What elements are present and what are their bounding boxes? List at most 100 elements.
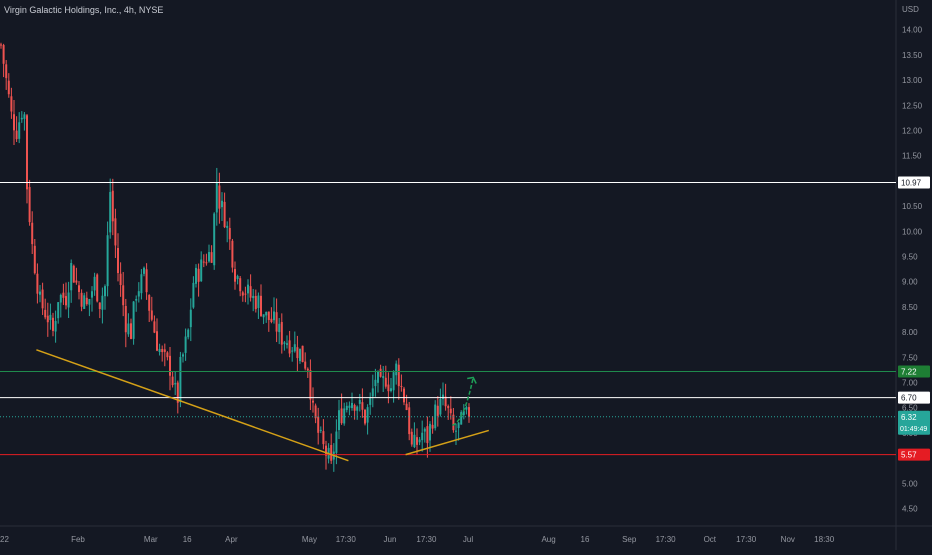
candle-body: [421, 432, 424, 441]
x-tick-label: Jun: [384, 535, 397, 544]
candle-body: [348, 405, 351, 408]
candle-body: [10, 96, 13, 112]
candle-body: [15, 130, 18, 140]
candle-body: [254, 295, 257, 310]
candle-body: [431, 424, 434, 429]
candle-body: [468, 407, 470, 417]
candle-body: [286, 343, 288, 345]
candle-body: [189, 309, 192, 328]
candle-body: [28, 187, 31, 223]
candle-body: [249, 286, 252, 298]
x-tick-label: Nov: [781, 535, 795, 544]
candle-body: [226, 225, 229, 228]
candle-body: [314, 405, 317, 419]
candle-body: [449, 408, 452, 414]
candle-body: [390, 388, 392, 391]
y-tick-label: 10.00: [902, 227, 923, 236]
candle-body: [262, 314, 265, 318]
support-white-price-label: 6.70: [901, 394, 917, 403]
x-tick-label: 18:30: [814, 535, 835, 544]
candle-body: [13, 114, 15, 131]
candle-body: [41, 289, 44, 309]
candle-body: [416, 437, 418, 445]
candle-body: [208, 252, 210, 262]
candle-body: [447, 406, 450, 409]
candle-body: [312, 400, 314, 403]
y-tick-label: 8.50: [902, 303, 918, 312]
current-price-price-tag: [898, 410, 930, 435]
candle-body: [241, 292, 244, 296]
candle-body: [234, 269, 236, 282]
candle-body: [0, 44, 2, 46]
candle-body: [148, 295, 151, 311]
candle-body: [465, 407, 468, 410]
x-tick-label: 17:30: [656, 535, 677, 544]
countdown-label: 01:49:49: [900, 426, 927, 433]
candle-body: [33, 245, 36, 274]
candle-body: [96, 274, 99, 302]
candle-body: [273, 311, 275, 321]
candle-body: [104, 286, 106, 297]
candle-body: [122, 285, 125, 306]
candle-body: [171, 376, 174, 386]
candle-body: [335, 431, 338, 453]
resistance-price-label: 10.97: [901, 178, 922, 187]
candle-body: [52, 317, 54, 331]
candle-body: [395, 363, 398, 376]
candle-body: [436, 405, 439, 416]
candle-body: [228, 228, 231, 240]
candle-body: [291, 350, 294, 352]
y-tick-label: 12.00: [902, 127, 923, 136]
candle-body: [405, 403, 408, 411]
candle-body: [288, 340, 291, 354]
candle-body: [345, 405, 348, 410]
candle-body: [161, 348, 164, 353]
candle-body: [296, 347, 299, 359]
candle-body: [109, 191, 112, 233]
candle-body: [179, 356, 182, 403]
candle-body: [158, 348, 161, 353]
candle-body: [83, 295, 86, 309]
candle-body: [306, 368, 309, 371]
candle-body: [57, 302, 60, 319]
candle-body: [85, 297, 88, 305]
candle-body: [187, 329, 190, 338]
candle-body: [351, 402, 353, 409]
candle-body: [426, 426, 429, 444]
candle-body: [119, 273, 122, 286]
candle-body: [26, 115, 28, 190]
long-downtrend-trendline: [36, 349, 349, 462]
candle-body: [23, 114, 26, 119]
candle-body: [418, 439, 421, 443]
short-uptrend-trendline: [405, 429, 490, 456]
red-support-price-label: 5.57: [901, 451, 917, 460]
candle-body: [127, 323, 130, 335]
y-tick-label: 5.00: [902, 479, 918, 488]
candle-body: [18, 122, 21, 139]
candle-body: [200, 259, 203, 282]
candle-body: [49, 314, 52, 321]
y-tick-label: 13.50: [902, 51, 923, 60]
candle-body: [374, 379, 377, 387]
candle-body: [361, 402, 364, 410]
candle-body: [356, 406, 359, 411]
candle-body: [145, 269, 148, 293]
candle-body: [270, 318, 273, 322]
x-tick-label: 17:30: [416, 535, 437, 544]
candle-body: [5, 64, 8, 79]
candle-body: [202, 261, 205, 263]
candle-body: [325, 445, 327, 456]
candle-body: [143, 267, 145, 274]
candle-body: [304, 361, 307, 369]
x-tick-label: 22: [0, 535, 9, 544]
candle-body: [91, 291, 93, 298]
candle-body: [377, 371, 379, 383]
current-price-price-label: 6.32: [901, 413, 917, 422]
candle-body: [239, 278, 242, 292]
candle-body: [444, 396, 447, 407]
candle-body: [70, 262, 73, 291]
candle-body: [257, 295, 260, 308]
x-tick-label: 16: [581, 535, 590, 544]
